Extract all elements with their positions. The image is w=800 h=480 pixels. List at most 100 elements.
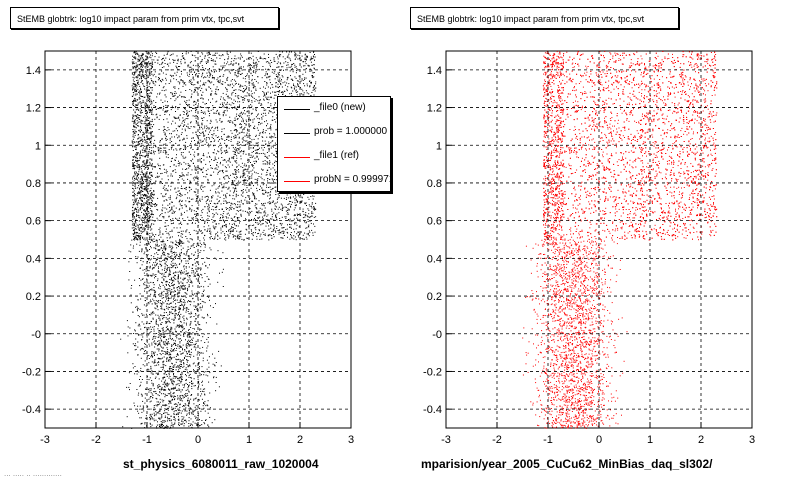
data-point xyxy=(146,119,148,121)
data-point xyxy=(148,101,150,103)
data-point xyxy=(208,76,210,78)
data-point xyxy=(279,222,281,224)
data-point xyxy=(265,174,267,176)
data-point xyxy=(229,228,231,230)
data-point xyxy=(137,159,139,161)
data-point xyxy=(145,150,147,152)
data-point xyxy=(249,67,251,69)
data-point xyxy=(137,161,139,163)
data-point xyxy=(155,81,157,83)
data-point xyxy=(149,82,151,84)
data-point xyxy=(132,163,134,165)
data-point xyxy=(144,74,146,75)
data-point xyxy=(169,195,171,197)
data-point xyxy=(308,204,310,206)
data-point xyxy=(234,72,236,74)
data-point xyxy=(133,213,135,215)
data-point xyxy=(145,120,147,122)
data-point xyxy=(147,126,149,128)
data-point xyxy=(213,78,215,80)
data-point xyxy=(314,209,316,211)
data-point xyxy=(139,78,141,80)
data-point xyxy=(137,235,139,237)
data-point xyxy=(146,173,148,175)
data-point xyxy=(138,67,140,69)
data-point xyxy=(277,79,279,81)
data-point xyxy=(245,228,247,230)
data-point xyxy=(204,221,206,223)
data-point xyxy=(166,171,168,172)
data-point xyxy=(198,73,200,74)
data-point xyxy=(245,197,247,199)
data-point xyxy=(133,51,135,53)
data-point xyxy=(284,90,286,92)
data-point xyxy=(207,199,208,201)
data-point xyxy=(141,64,143,66)
data-point xyxy=(260,224,262,226)
data-point xyxy=(215,119,217,121)
data-point xyxy=(241,238,243,240)
data-point xyxy=(269,145,271,147)
data-point xyxy=(270,127,272,129)
data-point xyxy=(228,157,230,159)
data-point xyxy=(266,152,268,153)
data-point xyxy=(310,83,312,85)
data-point xyxy=(134,155,136,157)
data-point xyxy=(283,235,285,236)
data-point xyxy=(261,173,263,175)
data-point xyxy=(253,85,255,87)
data-point xyxy=(134,231,136,233)
data-point xyxy=(231,87,233,89)
data-point xyxy=(201,97,203,99)
data-point xyxy=(267,222,268,224)
data-point xyxy=(246,201,248,203)
data-point xyxy=(145,55,147,57)
data-point xyxy=(305,227,307,229)
data-point xyxy=(151,210,153,212)
data-point xyxy=(151,71,153,72)
data-point xyxy=(234,235,236,237)
data-point xyxy=(290,227,292,229)
data-point xyxy=(165,137,167,139)
data-point xyxy=(145,64,147,66)
data-point xyxy=(214,139,216,141)
data-point xyxy=(151,80,153,82)
data-point xyxy=(286,90,288,92)
data-point xyxy=(156,116,158,118)
data-point xyxy=(183,174,184,176)
data-point xyxy=(149,63,151,64)
data-point xyxy=(168,65,170,67)
data-point xyxy=(146,180,148,182)
data-point xyxy=(211,196,213,198)
data-point xyxy=(164,184,166,186)
data-point xyxy=(233,192,235,194)
data-point xyxy=(202,91,204,93)
data-point xyxy=(219,81,221,83)
data-point xyxy=(271,71,273,73)
data-point xyxy=(251,139,253,141)
data-point xyxy=(149,237,150,239)
data-point xyxy=(268,225,270,227)
data-point xyxy=(249,143,251,145)
data-point xyxy=(256,179,258,181)
data-point xyxy=(172,218,174,220)
data-point xyxy=(213,84,215,86)
data-point xyxy=(133,81,135,82)
data-point xyxy=(251,210,253,212)
data-point xyxy=(160,173,162,175)
data-point xyxy=(261,122,263,124)
data-point xyxy=(147,161,149,163)
data-point xyxy=(133,194,135,196)
data-point xyxy=(209,174,211,176)
data-point xyxy=(239,206,241,208)
data-point xyxy=(163,86,165,88)
data-point xyxy=(160,193,162,195)
data-point xyxy=(215,91,217,93)
data-point xyxy=(174,94,176,96)
data-point xyxy=(137,206,139,208)
data-point xyxy=(207,198,209,200)
data-point xyxy=(139,70,141,72)
data-point xyxy=(227,217,229,219)
data-point xyxy=(269,179,271,180)
data-point xyxy=(134,90,136,92)
